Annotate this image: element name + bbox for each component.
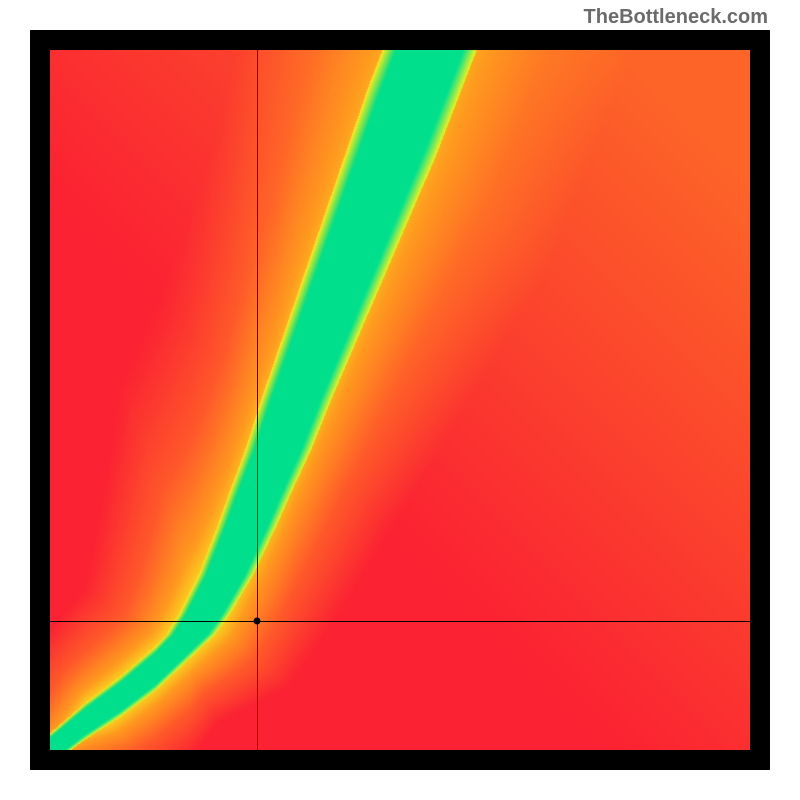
heatmap-canvas	[50, 50, 750, 750]
plot-area	[50, 50, 750, 750]
crosshair-vertical	[257, 50, 258, 750]
marker-dot	[253, 617, 260, 624]
watermark-text: TheBottleneck.com	[584, 6, 768, 29]
crosshair-horizontal	[50, 621, 750, 622]
plot-frame	[30, 30, 770, 770]
